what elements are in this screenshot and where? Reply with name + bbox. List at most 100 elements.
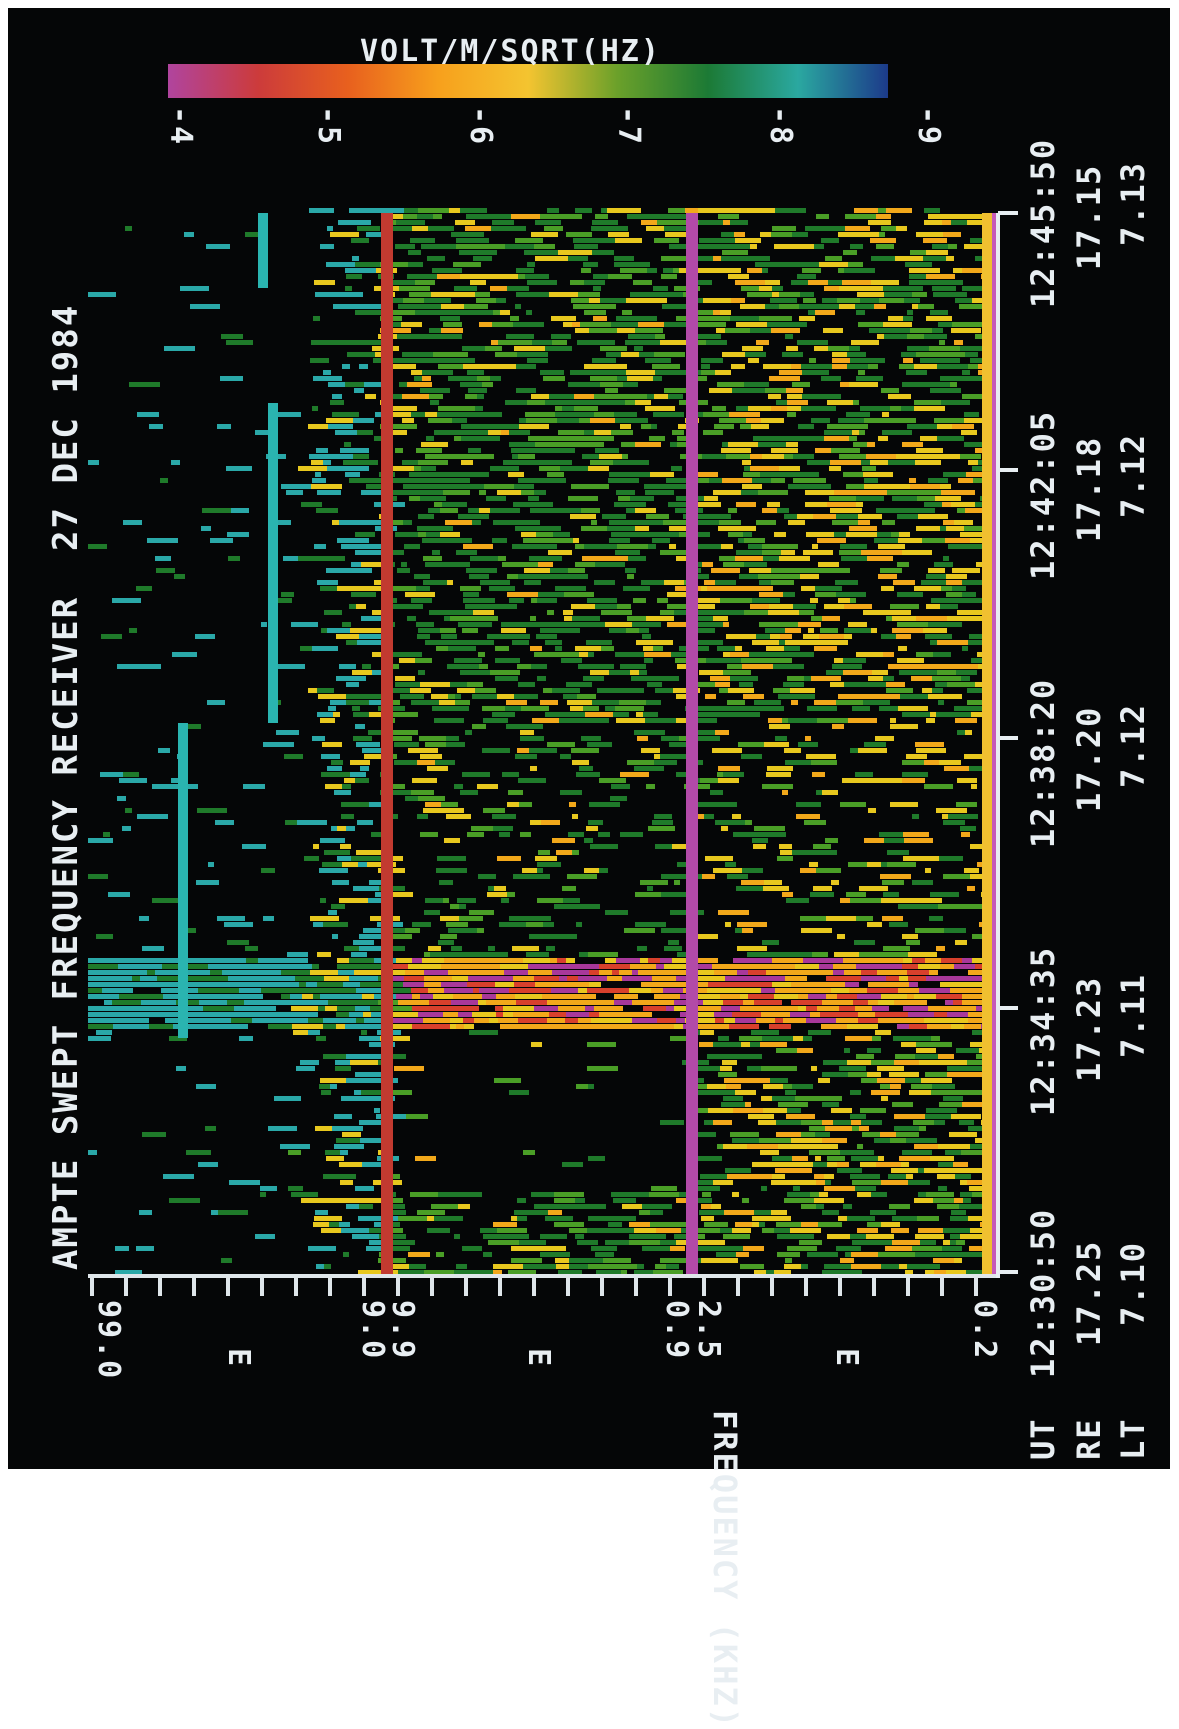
heatmap-cell bbox=[742, 460, 751, 465]
heatmap-cell bbox=[508, 472, 524, 477]
heatmap-cell bbox=[914, 1144, 938, 1149]
heatmap-cell bbox=[832, 358, 850, 363]
heatmap-cell bbox=[634, 346, 643, 351]
heatmap-cell bbox=[504, 226, 526, 231]
heatmap-cell bbox=[924, 760, 939, 765]
heatmap-cell bbox=[597, 688, 622, 693]
heatmap-cell bbox=[488, 946, 495, 951]
heatmap-cell bbox=[358, 1216, 370, 1221]
heatmap-cell bbox=[528, 496, 539, 501]
heatmap-cell bbox=[558, 430, 584, 435]
heatmap-cell bbox=[285, 1000, 294, 1005]
heatmap-cell bbox=[723, 1096, 743, 1101]
heatmap-cell bbox=[867, 922, 882, 927]
heatmap-cell bbox=[628, 334, 655, 339]
heatmap-cell bbox=[830, 508, 836, 513]
heatmap-cell bbox=[374, 436, 381, 441]
heatmap-cell bbox=[418, 208, 449, 213]
heatmap-cell bbox=[368, 730, 381, 735]
heatmap-cell bbox=[526, 952, 549, 957]
heatmap-cell bbox=[876, 214, 891, 219]
heatmap-cell bbox=[696, 1156, 722, 1161]
heatmap-cell bbox=[937, 1174, 947, 1179]
heatmap-cell bbox=[291, 1192, 318, 1197]
heatmap-cell bbox=[764, 742, 789, 747]
heatmap-cell bbox=[622, 1204, 642, 1209]
heatmap-cell bbox=[674, 1234, 691, 1239]
heatmap-cell bbox=[405, 676, 415, 681]
heatmap-cell bbox=[643, 712, 649, 717]
heatmap-cell bbox=[523, 538, 550, 543]
heatmap-cell bbox=[475, 406, 483, 411]
heatmap-cell bbox=[534, 400, 545, 405]
heatmap-cell bbox=[433, 994, 453, 999]
heatmap-cell bbox=[551, 214, 582, 219]
heatmap-cell bbox=[882, 550, 902, 555]
heatmap-cell bbox=[520, 832, 531, 837]
heatmap-cell bbox=[447, 808, 464, 813]
heatmap-cell bbox=[472, 622, 492, 627]
heatmap-cell bbox=[202, 508, 231, 513]
heatmap-cell bbox=[765, 628, 785, 633]
heatmap-cell bbox=[931, 598, 952, 603]
heatmap-cell bbox=[412, 994, 420, 999]
heatmap-cell bbox=[773, 664, 804, 669]
heatmap-cell bbox=[891, 532, 899, 537]
heatmap-cell bbox=[480, 1228, 497, 1233]
heatmap-cell bbox=[371, 832, 388, 837]
heatmap-cell bbox=[336, 1024, 345, 1029]
heatmap-cell bbox=[383, 946, 405, 951]
heatmap-cell bbox=[583, 262, 598, 267]
heatmap-cell bbox=[665, 676, 679, 681]
heatmap-cell bbox=[801, 1264, 808, 1269]
heatmap-cell bbox=[215, 964, 237, 969]
heatmap-cell bbox=[545, 1216, 573, 1221]
heatmap-cell bbox=[420, 994, 433, 999]
heatmap-cell bbox=[946, 580, 962, 585]
heatmap-cell bbox=[928, 214, 954, 219]
heatmap-cell bbox=[386, 1090, 412, 1095]
heatmap-cell bbox=[585, 484, 609, 489]
heatmap-cell bbox=[648, 826, 675, 831]
heatmap-cell bbox=[882, 412, 889, 417]
heatmap-cell bbox=[762, 454, 784, 459]
heatmap-cell bbox=[627, 616, 646, 621]
heatmap-cell bbox=[231, 508, 249, 513]
heatmap-cell bbox=[699, 238, 727, 243]
heatmap-cell bbox=[613, 712, 629, 717]
heatmap-cell bbox=[538, 562, 553, 567]
heatmap-cell bbox=[829, 496, 856, 501]
heatmap-cell bbox=[741, 490, 758, 495]
heatmap-cell bbox=[676, 556, 688, 561]
heatmap-cell bbox=[133, 772, 139, 777]
heatmap-cell bbox=[495, 1006, 503, 1011]
heatmap-cell bbox=[896, 634, 911, 639]
heatmap-cell bbox=[940, 982, 966, 987]
heatmap-cell bbox=[566, 232, 592, 237]
heatmap-cell bbox=[587, 598, 617, 603]
heatmap-cell bbox=[852, 1126, 859, 1131]
heatmap-cell bbox=[847, 1024, 878, 1029]
heatmap-cell bbox=[564, 616, 572, 621]
heatmap-cell bbox=[459, 916, 483, 921]
heatmap-cell bbox=[268, 1126, 297, 1131]
heatmap-cell bbox=[531, 598, 537, 603]
heatmap-cell bbox=[402, 418, 414, 423]
heatmap-cell bbox=[916, 352, 939, 357]
heatmap-cell bbox=[711, 1204, 721, 1209]
heatmap-cell bbox=[320, 838, 345, 843]
heatmap-cell bbox=[424, 952, 430, 957]
heatmap-cell bbox=[901, 1162, 909, 1167]
heatmap-cell bbox=[598, 364, 608, 369]
heatmap-cell bbox=[109, 1012, 120, 1017]
heatmap-cell bbox=[357, 820, 373, 825]
heatmap-cell bbox=[524, 568, 550, 573]
heatmap-cell bbox=[513, 1012, 536, 1017]
heatmap-cell bbox=[668, 208, 685, 213]
heatmap-cell bbox=[562, 1162, 583, 1167]
heatmap-cell bbox=[342, 862, 358, 867]
heatmap-cell bbox=[384, 1204, 405, 1209]
heatmap-cell bbox=[877, 532, 891, 537]
heatmap-cell bbox=[934, 1012, 940, 1017]
heatmap-cell bbox=[320, 898, 326, 903]
